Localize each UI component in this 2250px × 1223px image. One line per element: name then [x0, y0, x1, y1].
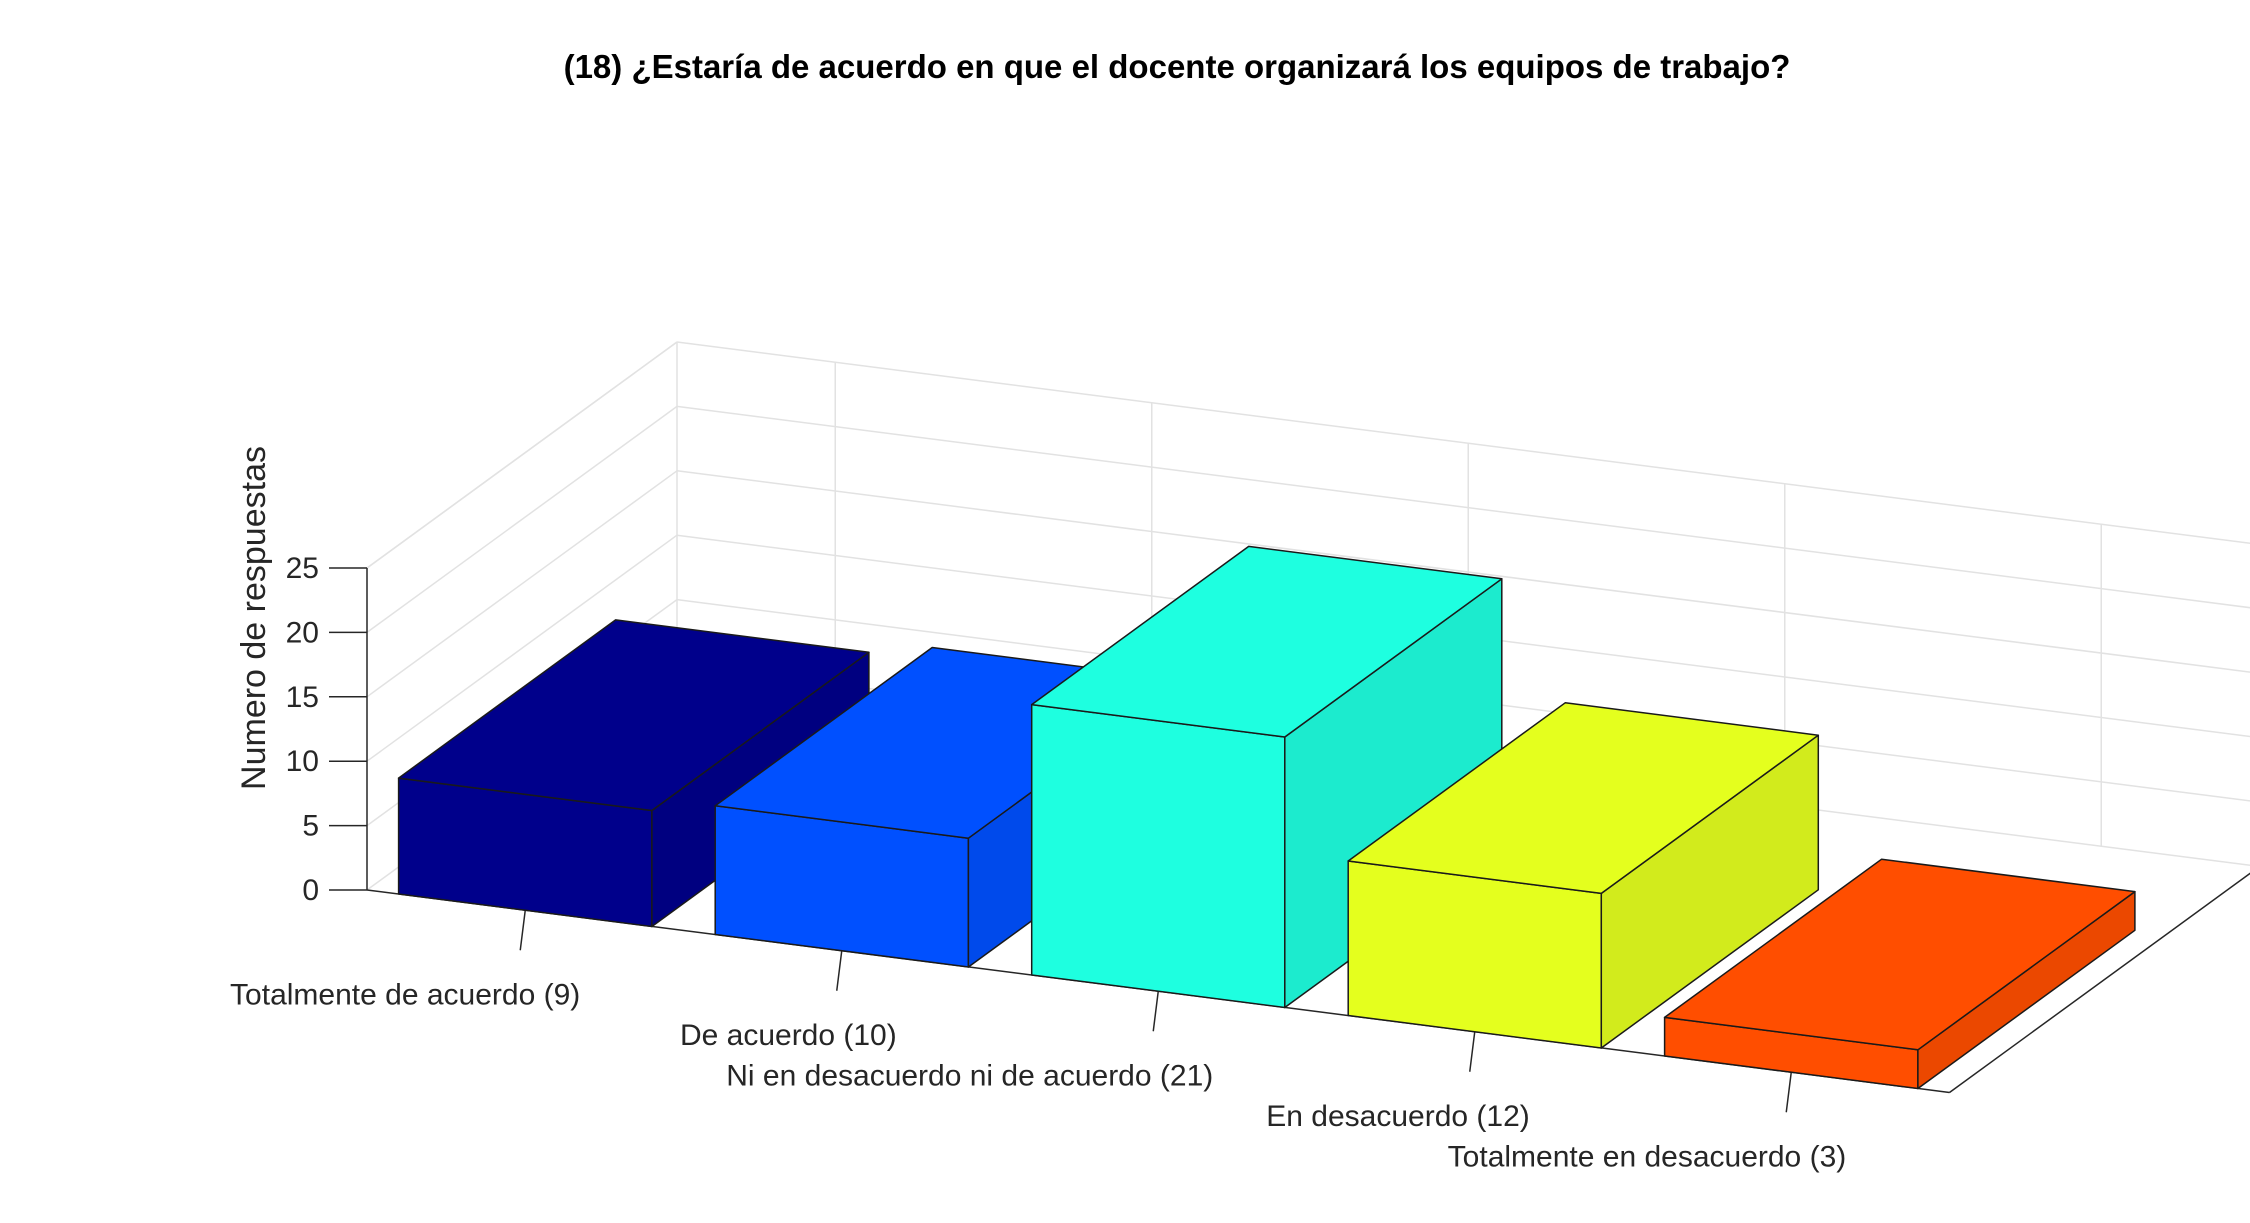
- gridline-side: [366, 470, 678, 698]
- chart-title: (18) ¿Estaría de acuerdo en que el docen…: [564, 48, 1791, 85]
- y-axis-label: Numero de respuestas: [235, 446, 273, 790]
- y-tick-label: 25: [286, 552, 319, 585]
- axes: 0 5 10 15 20 25 Totalmente de acuerdo (9) De ac…: [230, 552, 2250, 1173]
- bar: [1347, 702, 1820, 1049]
- grid-edge: [366, 341, 678, 569]
- y-tick-label: 0: [302, 874, 319, 907]
- x-tick: [1152, 991, 1159, 1032]
- y-tick-label: 5: [302, 810, 319, 843]
- bar-top-face: [1030, 545, 1503, 738]
- bar-top-face: [1347, 702, 1820, 895]
- bar: [1663, 858, 2136, 1090]
- gridline-side: [366, 534, 678, 762]
- gridline-back: [676, 341, 2250, 545]
- x-tick-label: De acuerdo (10): [680, 1019, 897, 1052]
- y-tick-label: 10: [286, 745, 319, 778]
- x-tick: [1469, 1031, 1476, 1072]
- x-tick: [1785, 1072, 1792, 1113]
- bar-front-face: [1030, 703, 1286, 1009]
- x-tick-label: Totalmente de acuerdo (9): [230, 978, 580, 1011]
- x-tick-label: Ni en desacuerdo ni de acuerdo (21): [726, 1059, 1213, 1092]
- grid: [366, 341, 2250, 891]
- x-tick: [519, 910, 526, 951]
- y-tick-label: 20: [286, 616, 319, 649]
- bar: [1030, 545, 1503, 1009]
- y-tick-label: 15: [286, 681, 319, 714]
- depth-axis-line: [1949, 872, 2250, 1094]
- x-tick: [836, 950, 843, 991]
- bars: [397, 545, 2136, 1090]
- x-tick-label: En desacuerdo (12): [1266, 1100, 1530, 1133]
- bar-top-face: [1663, 858, 2136, 1051]
- x-tick-label: Totalmente en desacuerdo (3): [1448, 1140, 1847, 1173]
- gridline-side: [366, 405, 678, 634]
- bar-top-face: [397, 619, 870, 812]
